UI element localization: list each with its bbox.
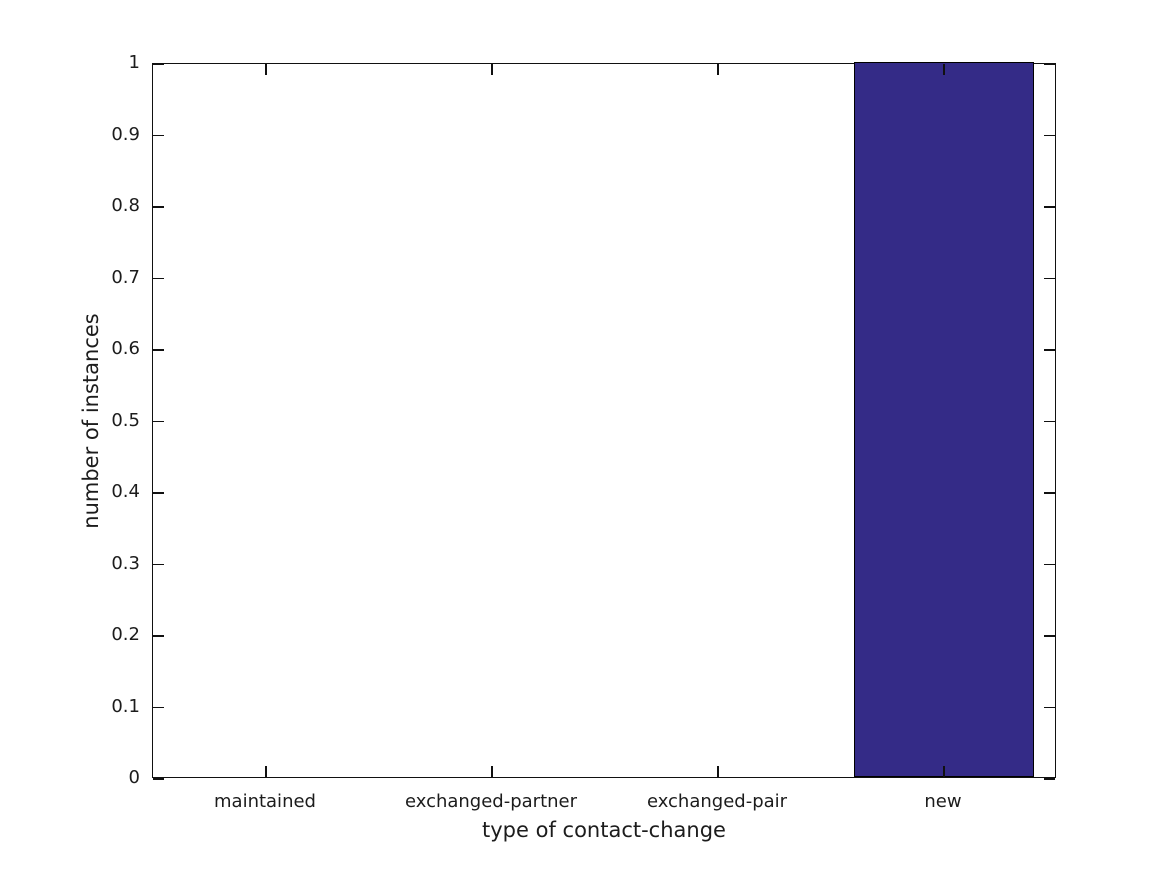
y-tick-label: 0.1 xyxy=(111,695,140,717)
y-tick-left xyxy=(153,277,164,280)
y-tick-label: 1 xyxy=(128,52,140,73)
bar-new xyxy=(853,62,1035,777)
y-tick-right xyxy=(1044,492,1055,494)
y-tick-left xyxy=(153,349,164,351)
y-tick-left xyxy=(153,706,164,709)
y-tick-right xyxy=(1044,277,1055,280)
y-tick-right xyxy=(1044,706,1055,709)
y-tick-right xyxy=(1044,778,1055,780)
x-tick-top xyxy=(265,64,267,75)
y-tick-right xyxy=(1044,206,1055,208)
y-tick-left xyxy=(153,63,164,65)
y-tick-left xyxy=(153,492,164,494)
y-tick-left xyxy=(153,635,164,637)
x-tick-label: exchanged-partner xyxy=(404,791,578,812)
y-tick-label: 0.3 xyxy=(111,552,140,574)
x-tick-bottom xyxy=(717,766,719,777)
y-tick-right xyxy=(1044,63,1055,65)
x-tick-top xyxy=(943,64,945,75)
y-tick-right xyxy=(1044,349,1055,351)
y-tick-left xyxy=(153,778,164,780)
x-tick-bottom xyxy=(265,766,267,777)
x-tick-label: exchanged-pair xyxy=(646,791,788,812)
y-tick-label: 0.4 xyxy=(111,481,140,502)
y-tick-left xyxy=(153,563,164,566)
y-tick-label: 0.9 xyxy=(111,123,140,145)
y-tick-right xyxy=(1044,420,1055,423)
y-tick-left xyxy=(153,420,164,423)
y-tick-right xyxy=(1044,134,1055,137)
plot-area xyxy=(152,62,1056,780)
y-tick-label: 0.6 xyxy=(111,338,140,359)
y-tick-label: 0.7 xyxy=(111,266,140,288)
y-tick-label: 0.8 xyxy=(111,195,140,216)
x-axis-label: type of contact-change xyxy=(482,818,726,842)
x-tick-top xyxy=(717,64,719,75)
x-tick-label: new xyxy=(924,791,962,812)
x-tick-label: maintained xyxy=(214,791,316,812)
x-tick-bottom xyxy=(943,766,945,777)
y-tick-label: 0.5 xyxy=(111,409,140,431)
y-tick-label: 0.2 xyxy=(111,624,140,645)
x-tick-bottom xyxy=(491,766,493,777)
x-tick-top xyxy=(491,64,493,75)
y-tick-left xyxy=(153,206,164,208)
y-tick-label: 0 xyxy=(128,767,140,788)
y-tick-left xyxy=(153,134,164,137)
y-tick-right xyxy=(1044,635,1055,637)
y-tick-right xyxy=(1044,563,1055,566)
